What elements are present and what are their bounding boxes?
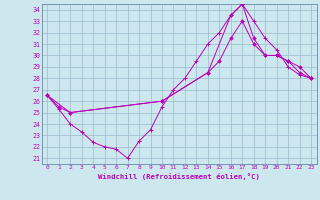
X-axis label: Windchill (Refroidissement éolien,°C): Windchill (Refroidissement éolien,°C) [98,173,260,180]
